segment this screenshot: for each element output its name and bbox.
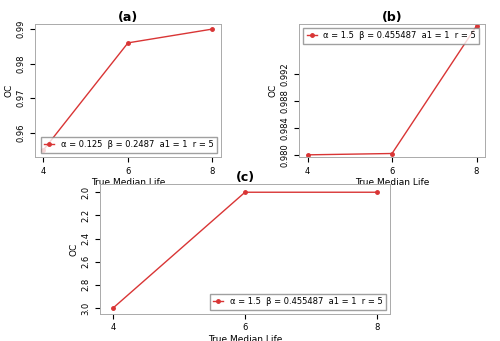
Y-axis label: OC: OC bbox=[70, 242, 78, 255]
α = 1.5  β = 0.455487  a1 = 1  r = 5 bbox=[474, 24, 480, 28]
α = 1.5  β = 0.455487  a1 = 1  r = 5 bbox=[389, 151, 395, 155]
α = 0.125  β = 0.2487  a1 = 1  r = 5 bbox=[125, 41, 131, 45]
Line: α = 1.5  β = 0.455487  a1 = 1  r = 5: α = 1.5 β = 0.455487 a1 = 1 r = 5 bbox=[112, 191, 378, 310]
α = 0.125  β = 0.2487  a1 = 1  r = 5 bbox=[40, 148, 46, 152]
α = 1.5  β = 0.455487  a1 = 1  r = 5 bbox=[374, 190, 380, 194]
α = 1.5  β = 0.455487  a1 = 1  r = 5 bbox=[242, 190, 248, 194]
Title: (b): (b) bbox=[382, 11, 402, 24]
Y-axis label: OC: OC bbox=[4, 84, 14, 97]
Line: α = 0.125  β = 0.2487  a1 = 1  r = 5: α = 0.125 β = 0.2487 a1 = 1 r = 5 bbox=[42, 27, 214, 152]
α = 1.5  β = 0.455487  a1 = 1  r = 5 bbox=[110, 306, 116, 310]
X-axis label: True Median Life: True Median Life bbox=[355, 178, 429, 187]
Legend: α = 1.5  β = 0.455487  a1 = 1  r = 5: α = 1.5 β = 0.455487 a1 = 1 r = 5 bbox=[303, 28, 480, 44]
α = 1.5  β = 0.455487  a1 = 1  r = 5 bbox=[304, 153, 310, 157]
X-axis label: True Median Life: True Median Life bbox=[91, 178, 165, 187]
Line: α = 1.5  β = 0.455487  a1 = 1  r = 5: α = 1.5 β = 0.455487 a1 = 1 r = 5 bbox=[306, 24, 478, 157]
X-axis label: True Median Life: True Median Life bbox=[208, 335, 282, 341]
Title: (a): (a) bbox=[118, 11, 138, 24]
Legend: α = 1.5  β = 0.455487  a1 = 1  r = 5: α = 1.5 β = 0.455487 a1 = 1 r = 5 bbox=[210, 294, 386, 310]
Title: (c): (c) bbox=[236, 171, 255, 184]
Y-axis label: OC: OC bbox=[268, 84, 278, 97]
α = 0.125  β = 0.2487  a1 = 1  r = 5 bbox=[210, 27, 216, 31]
Legend: α = 0.125  β = 0.2487  a1 = 1  r = 5: α = 0.125 β = 0.2487 a1 = 1 r = 5 bbox=[40, 137, 217, 153]
